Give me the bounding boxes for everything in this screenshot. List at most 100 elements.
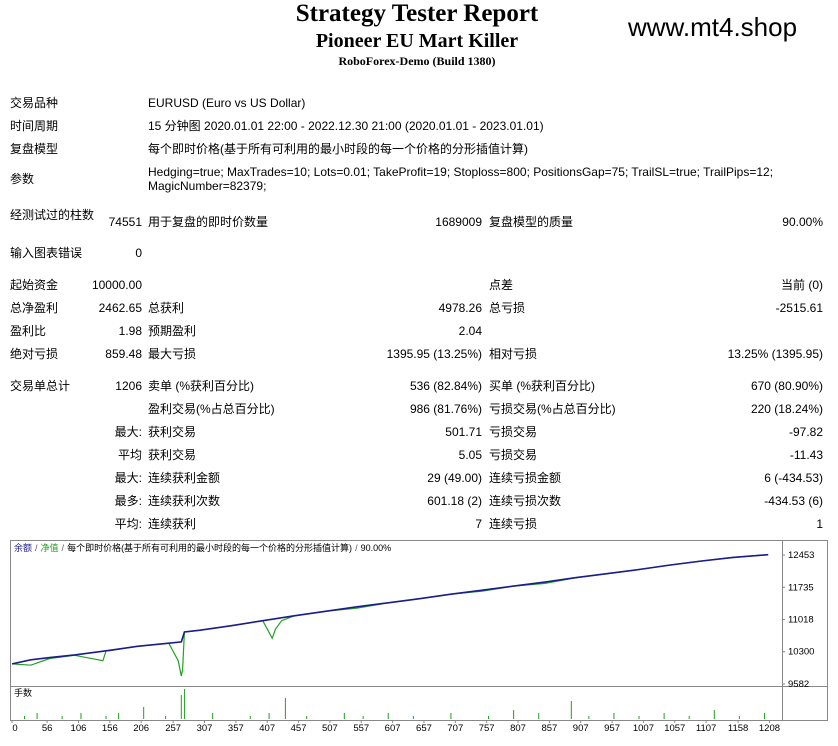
legend-item: 90.00%	[361, 543, 392, 553]
y-tick-label: 12453	[788, 550, 814, 561]
stat-value: -11.43	[789, 448, 823, 462]
x-tick-label: 757	[479, 723, 495, 734]
graph-frame	[10, 540, 828, 721]
info-value: Hedging=true; MaxTrades=10; Lots=0.01; T…	[148, 165, 774, 193]
x-tick-label: 857	[541, 723, 557, 734]
stat-value: 7	[475, 517, 482, 531]
lots-bar	[738, 716, 740, 719]
stat-label: 复盘模型的质量	[489, 215, 574, 229]
stat-value: 670 (80.90%)	[750, 379, 823, 393]
lots-bar	[105, 716, 107, 719]
x-tick-label: 557	[353, 723, 369, 734]
lots-bar	[306, 716, 308, 719]
x-tick-label: 457	[291, 723, 307, 734]
lots-bar	[284, 698, 286, 719]
lots-bar	[249, 716, 251, 719]
stat-value: 601.18 (2)	[427, 494, 482, 508]
x-tick-label: 507	[322, 723, 338, 734]
stat-value: 501.71	[445, 425, 482, 439]
lots-bar	[688, 716, 690, 719]
lots-bar	[638, 716, 640, 719]
lots-bar	[80, 713, 82, 719]
stat-label: 总获利	[148, 301, 185, 315]
lots-bar	[763, 713, 765, 719]
stat-value: 74551	[108, 215, 142, 229]
stat-label: 连续亏损	[489, 517, 538, 531]
stat-value: 986 (81.76%)	[409, 402, 482, 416]
stat-label: 连续获利次数	[148, 494, 221, 508]
stat-label: 绝对亏损	[10, 347, 59, 361]
y-tick-label: 11735	[788, 582, 814, 593]
stat-label: 点差	[489, 278, 514, 292]
legend-item: 净值	[41, 542, 59, 553]
stat-value: 当前 (0)	[780, 278, 823, 292]
y-tick-label: 10300	[788, 647, 814, 658]
stat-value: 1689009	[435, 215, 482, 229]
stat-label: 亏损交易	[489, 425, 538, 439]
lots-bar	[663, 713, 665, 719]
lots-bar	[488, 716, 490, 719]
lots-bar	[538, 713, 540, 719]
stat-label: 连续获利金额	[148, 471, 221, 485]
stat-label: 盈利比	[10, 324, 47, 338]
stat-value: 最多:	[114, 494, 142, 508]
x-tick-label: 1057	[664, 723, 685, 734]
stat-label: 总亏损	[489, 301, 526, 315]
x-tick-label: 0	[12, 723, 17, 734]
lots-bar	[212, 713, 214, 719]
y-tick-label: 9582	[788, 679, 809, 690]
stat-label: 亏损交易	[489, 448, 538, 462]
stat-value: 0	[135, 246, 142, 260]
stat-label: 买单 (%获利百分比)	[489, 379, 595, 393]
stat-value: 5.05	[458, 448, 482, 462]
legend-item: 余额	[14, 542, 32, 553]
lots-bar	[268, 713, 270, 719]
watermark: www.mt4.shop	[628, 12, 798, 42]
stat-label: 输入图表错误	[10, 246, 83, 260]
lots-bar	[61, 716, 63, 719]
stat-value: 13.25% (1395.95)	[727, 347, 823, 361]
stat-value: 2462.65	[98, 301, 142, 315]
stat-value: 平均	[117, 448, 142, 462]
legend-item: 每个即时价格(基于所有可利用的最小时段的每一个价格的分形插值计算)	[67, 542, 352, 553]
x-tick-label: 807	[510, 723, 526, 734]
x-tick-label: 257	[165, 723, 181, 734]
x-tick-label: 707	[447, 723, 463, 734]
stat-value: 1206	[115, 379, 142, 393]
lots-bar	[713, 710, 715, 719]
lots-bar	[387, 713, 389, 719]
x-tick-label: 206	[133, 723, 149, 734]
stat-value: 1395.95 (13.25%)	[386, 347, 482, 361]
lots-bar	[180, 695, 182, 719]
lots-bar	[362, 716, 364, 719]
stat-value: 859.48	[105, 347, 142, 361]
lots-bar	[412, 716, 414, 719]
stat-value: 90.00%	[782, 215, 823, 229]
stat-value: 1.98	[118, 324, 142, 338]
info-value: EURUSD (Euro vs US Dollar)	[148, 96, 306, 110]
report-title: Strategy Tester Report	[295, 0, 539, 27]
x-tick-label: 56	[42, 723, 53, 734]
stat-value: 2.04	[458, 324, 482, 338]
x-tick-label: 357	[228, 723, 244, 734]
x-tick-label: 1007	[633, 723, 654, 734]
x-tick-label: 106	[71, 723, 87, 734]
info-label: 交易品种	[10, 96, 59, 110]
x-tick-label: 407	[259, 723, 275, 734]
stat-value: 最大:	[114, 471, 142, 485]
info-value: 15 分钟图 2020.01.01 22:00 - 2022.12.30 21:…	[148, 119, 544, 133]
x-tick-label: 657	[416, 723, 432, 734]
stat-label: 用于复盘的即时价数量	[148, 215, 269, 229]
stat-value: -97.82	[788, 425, 823, 439]
stat-label: 获利交易	[148, 425, 197, 439]
stat-label: 连续亏损金额	[489, 471, 562, 485]
balance-line	[11, 553, 769, 665]
x-tick-label: 1158	[728, 723, 748, 734]
stat-label: 经测试过的柱数	[10, 208, 95, 222]
stat-value: 10000.00	[91, 278, 142, 292]
lots-bar	[570, 701, 572, 719]
x-tick-label: 156	[102, 723, 118, 734]
stat-label: 起始资金	[10, 278, 59, 292]
